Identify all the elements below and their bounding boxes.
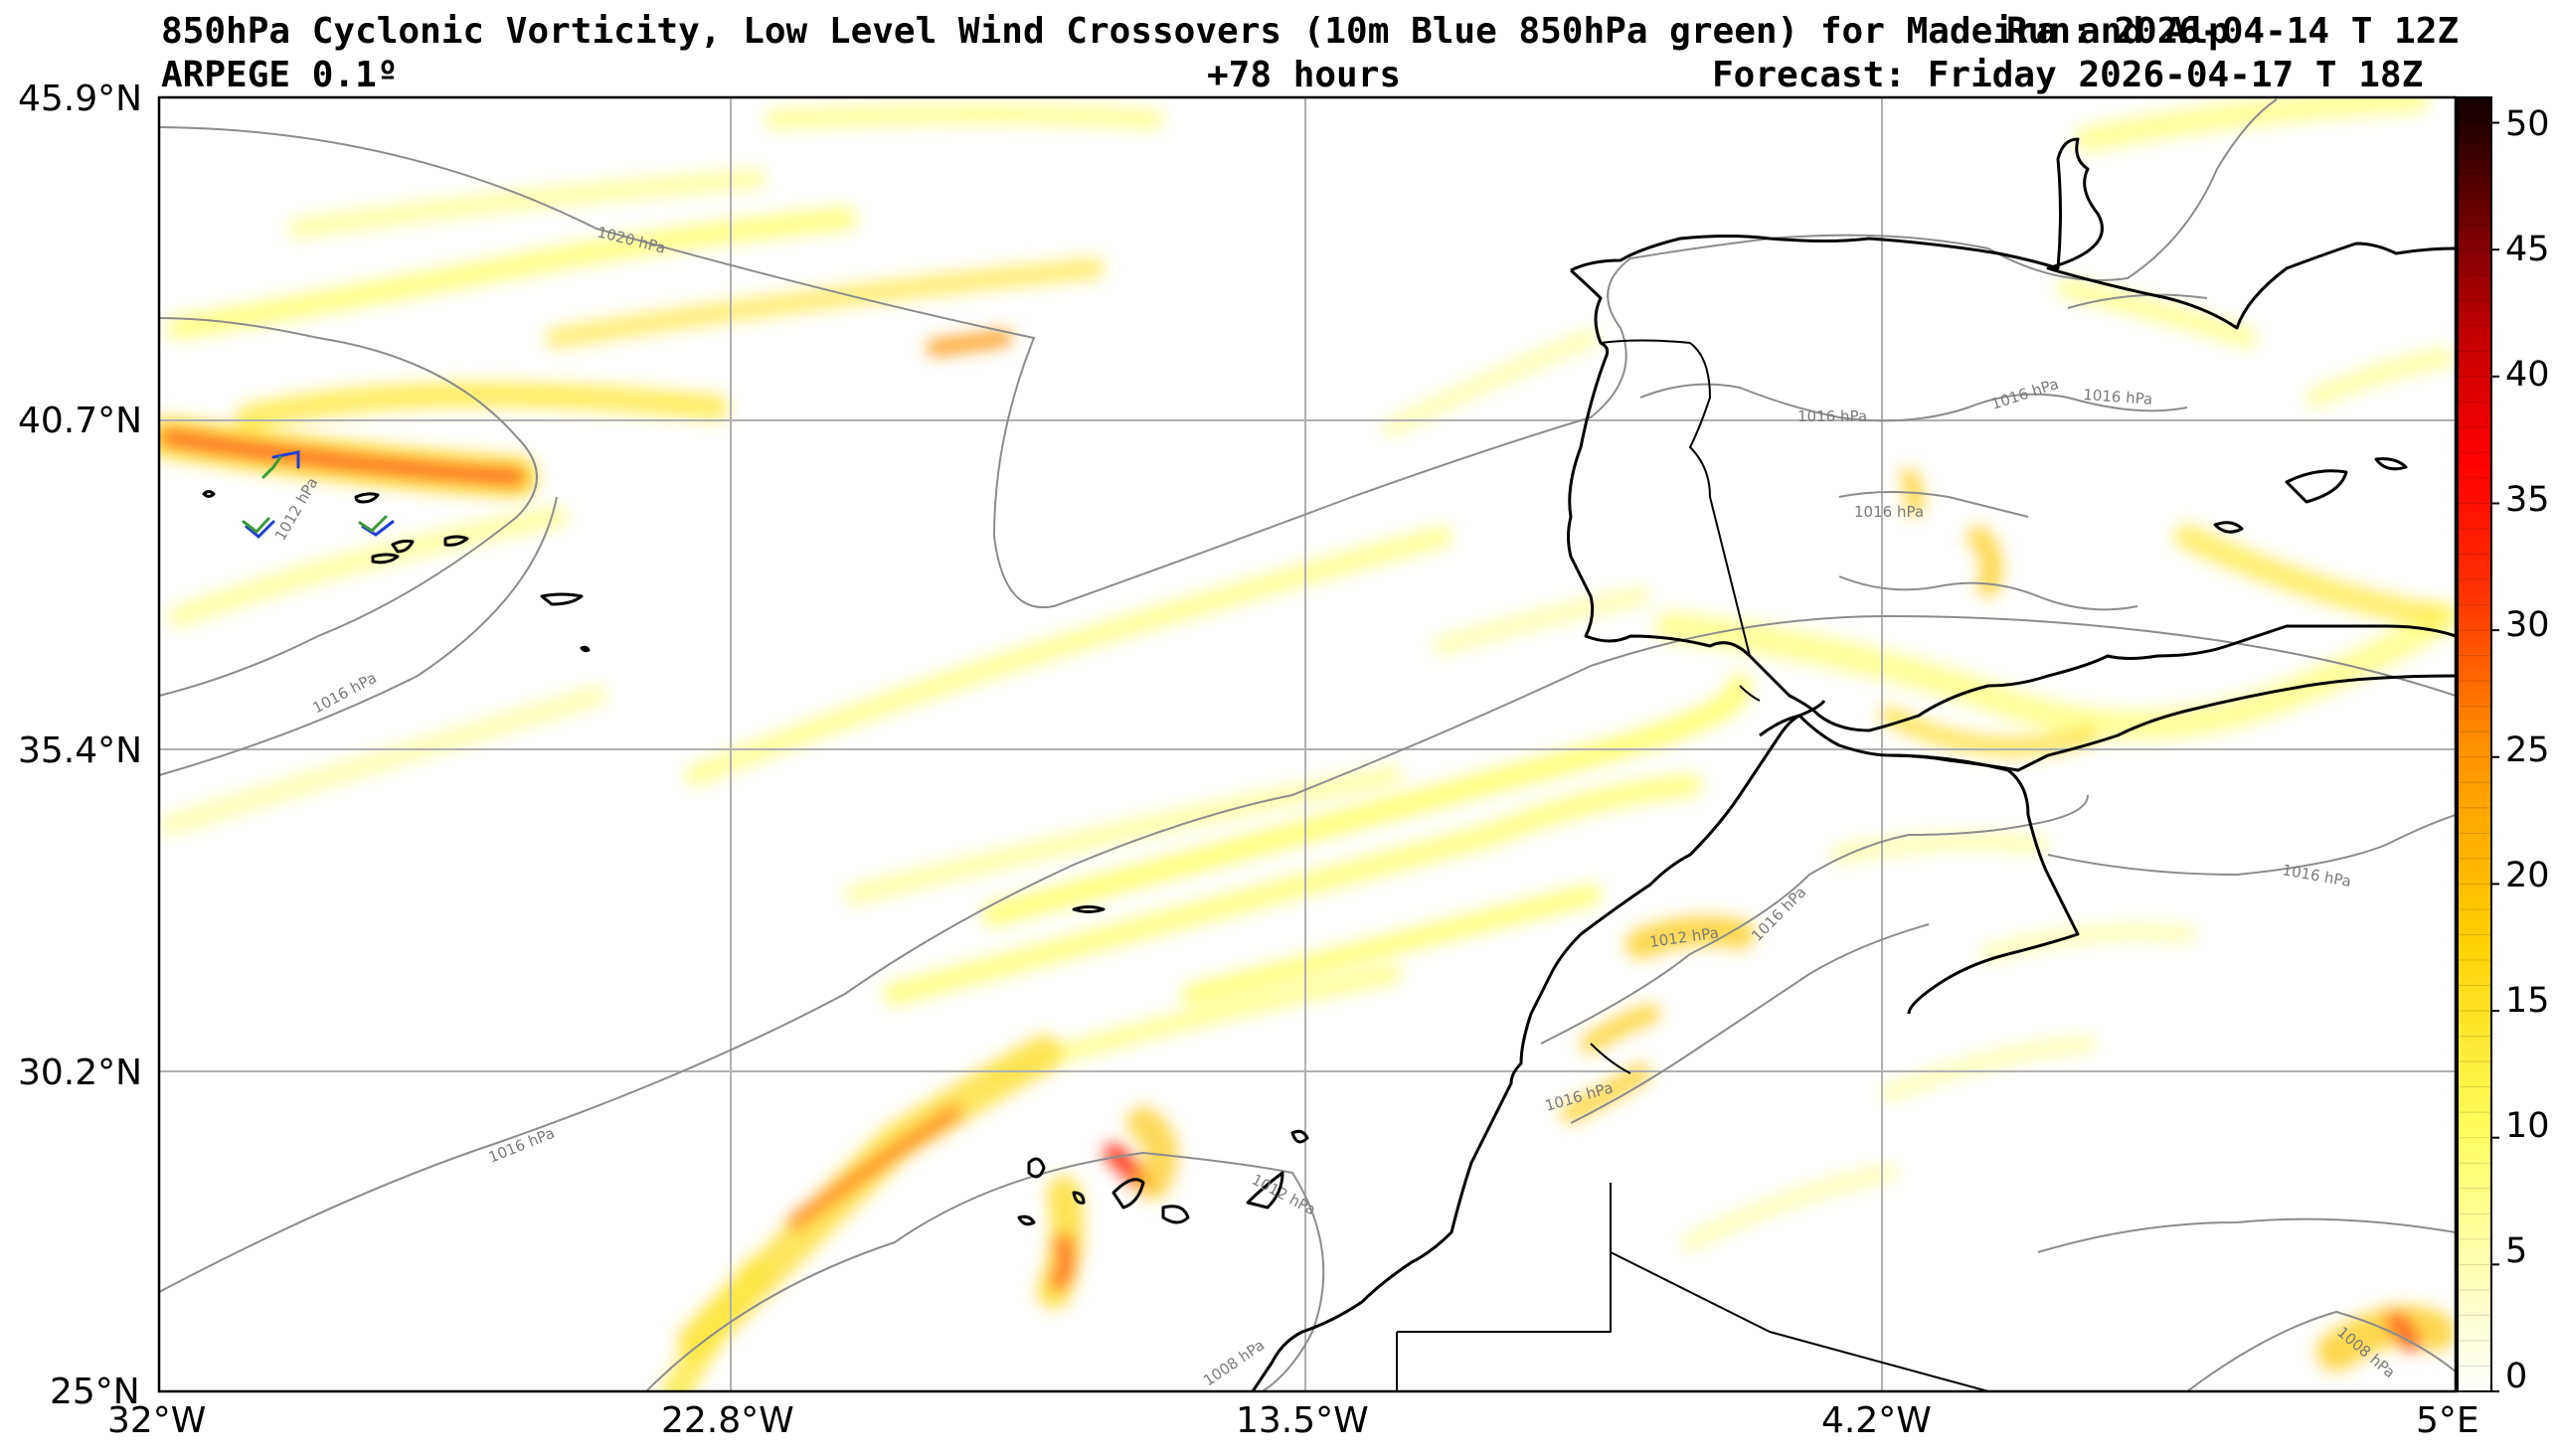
colorbar-label-25: 25 — [2505, 730, 2550, 770]
isobar-label: 1016 hPa — [1797, 407, 1867, 425]
colorbar-label-15: 15 — [2505, 981, 2550, 1021]
lat-label-30-2: 30.2°N — [18, 1052, 143, 1093]
isobar-label: 1016 hPa — [2083, 386, 2153, 408]
azores-2 — [354, 492, 380, 504]
iberia-coast — [1570, 137, 2456, 330]
colorbar-label-45: 45 — [2505, 230, 2550, 269]
colorbar-bands — [2458, 96, 2491, 1392]
africa-atlantic-coast — [1251, 932, 1583, 1391]
lat-label-25: 25°N — [50, 1372, 140, 1412]
canary-5 — [1017, 1214, 1036, 1226]
isobar-label: 1016 hPa — [1854, 503, 1924, 521]
run-time-overlap: Run: 2026-04-14 T 12Z — [2006, 11, 2460, 52]
lon-label-32w: 32°W — [107, 1400, 207, 1441]
madeira — [540, 592, 584, 606]
vorticity-field — [159, 97, 2456, 1391]
colorbar-label-20: 20 — [2505, 856, 2550, 895]
colorbar-label-5: 5 — [2505, 1231, 2528, 1271]
isobars — [159, 98, 2456, 1391]
lat-label-40-7: 40.7°N — [18, 401, 143, 441]
azores-4 — [443, 535, 469, 547]
madeira-small — [580, 645, 591, 653]
colorbar-gradient — [2458, 97, 2491, 1391]
balearic-1 — [2285, 469, 2348, 504]
map-frame — [157, 95, 2458, 1393]
lon-label-4-2w: 4.2°W — [1821, 1400, 1932, 1441]
colorbar-label-40: 40 — [2505, 355, 2550, 395]
spain-africa-gap — [1759, 700, 1826, 737]
forecast-time: Forecast: Friday 2026-04-17 T 18Z — [1712, 55, 2424, 95]
coastlines — [202, 137, 2456, 1391]
lat-label-45-9: 45.9°N — [18, 79, 143, 119]
colorbar-label-50: 50 — [2505, 104, 2550, 144]
azores-3 — [391, 539, 415, 554]
colorbar-label-0: 0 — [2505, 1357, 2528, 1396]
lon-label-13-5w: 13.5°W — [1236, 1400, 1369, 1441]
canary-7 — [1290, 1129, 1309, 1144]
canary-4 — [1161, 1205, 1190, 1224]
colorbar-label-35: 35 — [2505, 480, 2550, 520]
wind-crossovers — [242, 450, 395, 540]
canary-3 — [1111, 1178, 1145, 1210]
azores-5 — [371, 553, 400, 565]
azores-1 — [202, 490, 216, 498]
lon-label-22-8w: 22.8°W — [661, 1400, 794, 1441]
colorbar-label-10: 10 — [2505, 1106, 2550, 1146]
title-line1: 850hPa Cyclonic Vorticity, Low Level Win… — [161, 11, 2230, 52]
iberia-west-south-coast — [1567, 268, 2456, 732]
balearic-2 — [2374, 457, 2408, 471]
canary-6 — [1246, 1171, 1284, 1210]
colorbar — [2457, 96, 2499, 1392]
wind-850-marker — [261, 455, 282, 479]
alboran — [1072, 905, 1106, 913]
colorbar-ticks — [2491, 121, 2499, 1392]
map-area: 1020 hPa 1016 hPa 1016 hPa 1012 hPa 1016… — [159, 97, 2456, 1391]
lead-time: +78 hours — [1207, 55, 1402, 95]
lon-label-5e: 5°E — [2416, 1400, 2479, 1441]
balearic-3 — [2213, 521, 2244, 534]
model-name: ARPEGE 0.1º — [161, 55, 399, 95]
canary-1 — [1027, 1157, 1046, 1179]
wind-10m-marker — [271, 450, 300, 469]
lat-label-35-4: 35.4°N — [18, 730, 143, 771]
colorbar-label-30: 30 — [2505, 605, 2550, 645]
canary-2 — [1072, 1191, 1086, 1205]
